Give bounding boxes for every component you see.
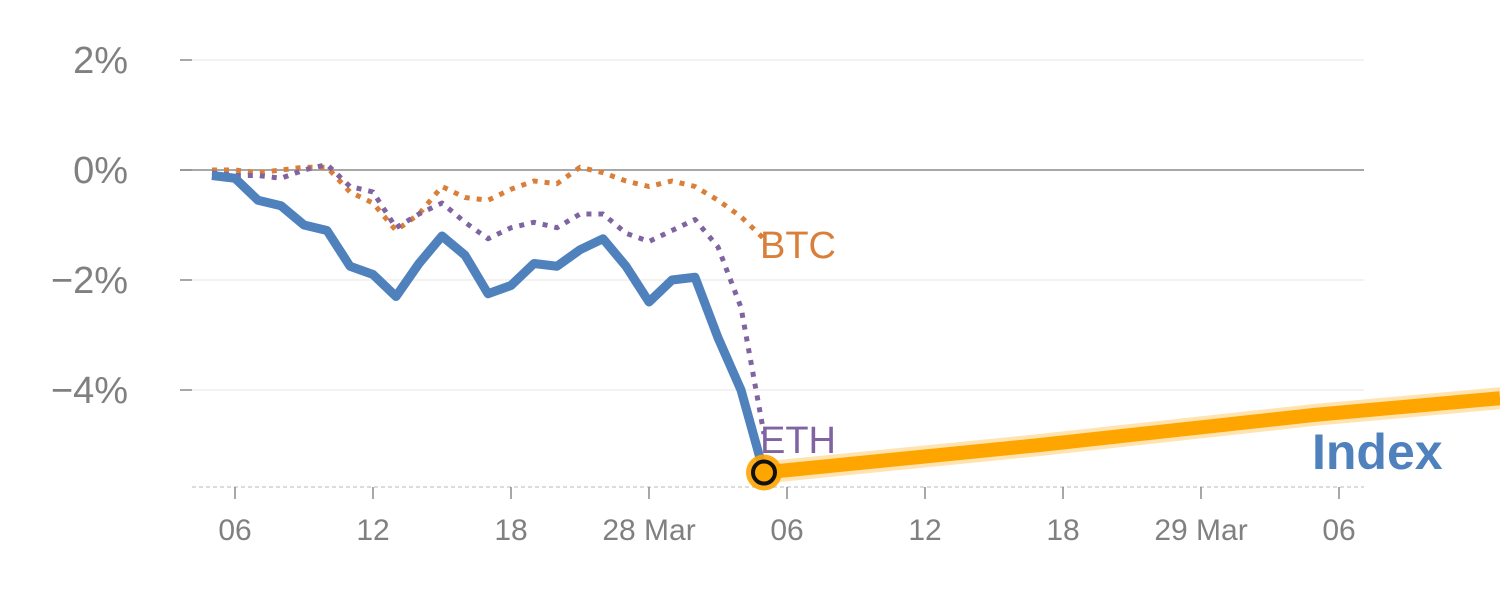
x-tick-label: 18: [1046, 514, 1079, 547]
x-tick-label: 06: [1322, 514, 1355, 547]
series-line-index: [211, 171, 769, 474]
x-tick-label: 28 Mar: [602, 514, 695, 547]
x-tick-label: 06: [770, 514, 803, 547]
series-layer: [211, 162, 1500, 491]
x-tick-label: 29 Mar: [1154, 514, 1247, 547]
current-point-marker: [751, 459, 777, 486]
x-tick-label: 06: [218, 514, 251, 547]
x-tick-label: 12: [356, 514, 389, 547]
series-line-btc: [212, 164, 766, 241]
y-tick-label: −4%: [51, 370, 128, 412]
x-tick-label: 18: [494, 514, 527, 547]
labels-layer: BTC ETH Index: [760, 225, 1443, 480]
x-tick-label: 12: [908, 514, 941, 547]
series-line-eth: [211, 162, 767, 435]
y-tick-label: −2%: [51, 260, 128, 302]
series-label-index: Index: [1312, 424, 1443, 480]
series-label-btc: BTC: [760, 225, 836, 267]
forecast-line: [763, 391, 1500, 480]
y-tick-label: 0%: [73, 150, 128, 192]
series-label-eth: ETH: [760, 420, 836, 462]
axes: 2% 0% −2% −4% 06 12 18 28 Mar 06 12 18 29 Mar 06: [51, 40, 1364, 547]
y-tick-label: 2%: [73, 40, 128, 82]
